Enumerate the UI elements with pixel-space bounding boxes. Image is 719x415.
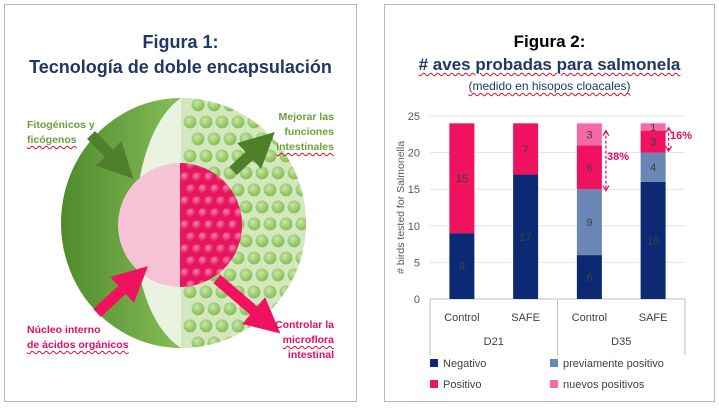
bar-value-label: 3 <box>650 137 656 149</box>
bar-segment <box>513 123 539 175</box>
figure2-title: Figura 2: <box>513 32 586 51</box>
figure2-panel: Figura 2: # aves probadas para salmonela… <box>384 4 715 402</box>
label-organic-acid-nucleus: Núcleo interno de ácidos orgánicos <box>27 324 129 351</box>
bar-segment <box>640 152 666 182</box>
annotation-bracket <box>602 129 610 192</box>
legend-swatch <box>550 359 558 367</box>
x-category-label: Control <box>444 312 479 324</box>
bar-value-label: 16 <box>647 235 659 247</box>
legend-entry: previamente positivo <box>550 358 664 370</box>
arrow-control-microflora <box>213 274 281 334</box>
legend-swatch <box>430 359 438 367</box>
y-tick-label: 0 <box>414 294 420 306</box>
bar-segment <box>449 233 475 299</box>
figure1-panel: Figura 1: Tecnología de doble encapsulac… <box>4 4 357 402</box>
y-tick-label: 20 <box>408 148 420 160</box>
bar-value-label: 15 <box>456 173 468 185</box>
y-tick-label: 10 <box>408 221 420 233</box>
bar-segment <box>449 123 475 234</box>
bar-value-label: 17 <box>520 232 532 244</box>
x-category-label: Control <box>572 312 607 324</box>
bar-value-label: 1 <box>650 122 656 134</box>
bar-segment <box>640 123 666 131</box>
bar-segment <box>513 174 539 299</box>
salmonella-stacked-bar-chart: 9 15 17 7 6 9 6 3 16 4 3 1 0 5 10 15 20 25 # birds tested… <box>395 111 692 391</box>
x-group-label: D21 <box>484 336 504 348</box>
legend-entry: nuevos positivos <box>550 379 645 391</box>
bar-segment <box>640 130 666 153</box>
bar-segment <box>576 145 602 190</box>
figure1-title: Figura 1: <box>142 32 219 52</box>
legend-swatch <box>550 380 558 388</box>
bar-segment <box>576 189 602 256</box>
bar-segment <box>576 123 602 146</box>
double-encapsulation-diagram <box>61 98 306 348</box>
y-tick-label: 25 <box>408 111 420 123</box>
legend-label: Positivo <box>443 379 482 391</box>
annotation-16: 16% <box>670 130 692 142</box>
arrow-improve-functions <box>229 132 275 176</box>
label-improve-functions: Mejorar las funciones intestinales <box>276 111 334 153</box>
annotation-38: 38% <box>607 151 629 163</box>
label-control-microflora: Controlar la microflora intestinal <box>275 319 334 361</box>
bar-value-label: 9 <box>459 261 465 273</box>
bar-value-label: 9 <box>586 217 592 229</box>
legend-label: Negativo <box>443 358 486 370</box>
bar-segment <box>576 255 602 299</box>
bar-segment <box>640 181 666 299</box>
figure2-subtitle: # aves probadas para salmonela <box>418 55 681 74</box>
annotation-bracket <box>665 126 673 153</box>
legend-entry: Negativo <box>430 358 486 370</box>
bar-value-label: 3 <box>586 129 592 141</box>
figure1-subtitle: Tecnología de doble encapsulación <box>29 57 332 77</box>
y-axis-label: # birds tested for Salmonella <box>395 141 407 274</box>
x-group-label: D35 <box>611 336 631 348</box>
legend-label: previamente positivo <box>563 358 664 370</box>
bar-value-label: 6 <box>586 162 592 174</box>
y-tick-label: 15 <box>408 184 420 196</box>
label-phytogenics: Fitogénicos y ficógenos <box>27 119 95 146</box>
x-category-label: SAFE <box>639 312 668 324</box>
arrow-nucleus <box>93 266 148 318</box>
bar-value-label: 4 <box>650 162 656 174</box>
legend-swatch <box>430 380 438 388</box>
arrow-phytogenics <box>87 131 134 179</box>
legend-label: nuevos positivos <box>563 379 645 391</box>
bar-value-label: 6 <box>586 272 592 284</box>
bar-value-label: 7 <box>523 144 529 156</box>
x-category-label: SAFE <box>511 312 540 324</box>
legend-entry: Positivo <box>430 379 482 391</box>
y-tick-label: 5 <box>414 257 420 269</box>
figure2-note: (medido en hisopos cloacales) <box>468 79 631 93</box>
